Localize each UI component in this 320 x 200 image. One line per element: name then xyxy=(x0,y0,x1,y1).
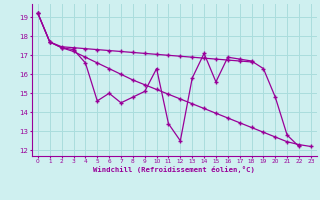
X-axis label: Windchill (Refroidissement éolien,°C): Windchill (Refroidissement éolien,°C) xyxy=(93,166,255,173)
